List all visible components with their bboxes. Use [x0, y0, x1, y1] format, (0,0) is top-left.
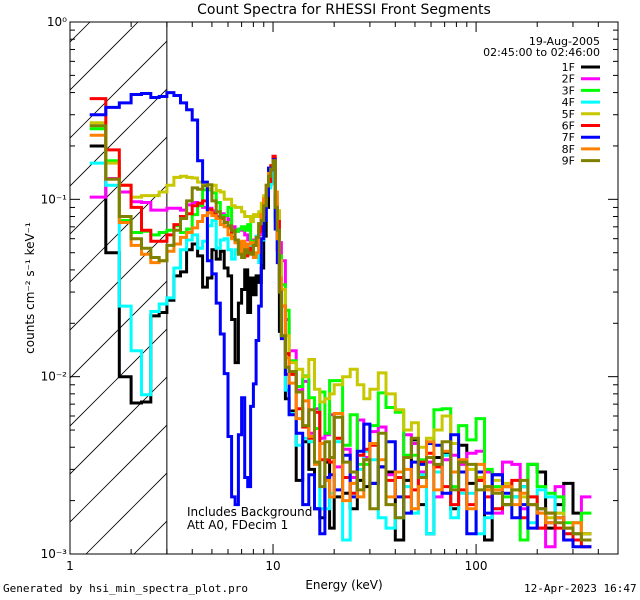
legend-label-8F: 8F — [562, 143, 575, 156]
series-9F-line — [89, 124, 592, 542]
footer-timestamp: 12-Apr-2023 16:47 — [524, 582, 637, 595]
y-tick-label: 10⁻³ — [41, 547, 68, 561]
x-axis-label: Energy (keV) — [305, 578, 382, 592]
legend-label-3F: 3F — [562, 84, 575, 97]
hatch-line — [70, 22, 91, 43]
axis-ticks: 1 10 100 10⁻³ 10⁻² 10⁻¹ 10⁰ — [41, 15, 619, 573]
hatched-region — [70, 22, 168, 554]
legend-label-4F: 4F — [562, 96, 575, 109]
legend-label-7F: 7F — [562, 131, 575, 144]
annotation-background: Includes Background — [187, 505, 312, 519]
legend-label-5F: 5F — [562, 108, 575, 121]
hatch-line — [70, 376, 167, 475]
y-tick-label: 10⁻² — [41, 370, 68, 384]
series-group — [89, 91, 592, 549]
hatch-line — [70, 280, 167, 379]
plot-frame — [69, 21, 619, 555]
legend-label-9F: 9F — [562, 155, 575, 168]
hatch-line — [70, 424, 167, 523]
x-tick-label: 1 — [66, 559, 74, 573]
y-axis-label: counts cm⁻² s⁻¹ keV⁻¹ — [23, 222, 37, 354]
series-3F-line — [89, 127, 592, 542]
x-tick-label: 100 — [465, 559, 488, 573]
chart-title: Count Spectra for RHESSI Front Segments — [197, 2, 491, 18]
series-6F-line — [89, 97, 592, 549]
series-4F-line — [89, 157, 592, 542]
series-5F-line — [89, 121, 592, 536]
y-tick-label: 10⁻¹ — [41, 192, 68, 206]
x-tick-label: 10 — [265, 559, 280, 573]
info-time-range: 02:45:00 to 02:46:00 — [483, 46, 600, 59]
hatch-line — [70, 232, 167, 331]
series-8F-line — [89, 133, 592, 542]
legend-label-1F: 1F — [562, 61, 575, 74]
annotation-attenuator: Att A0, FDecim 1 — [187, 518, 288, 532]
info-date: 19-Aug-2005 — [529, 35, 600, 48]
hatch-line — [70, 40, 167, 139]
legend-label-6F: 6F — [562, 120, 575, 133]
hatch-line — [70, 88, 167, 187]
legend-label-2F: 2F — [562, 73, 575, 86]
y-tick-label: 10⁰ — [47, 15, 67, 29]
footer-generated-by: Generated by hsi_min_spectra_plot.pro — [3, 582, 249, 595]
series-7F-line — [89, 91, 592, 549]
